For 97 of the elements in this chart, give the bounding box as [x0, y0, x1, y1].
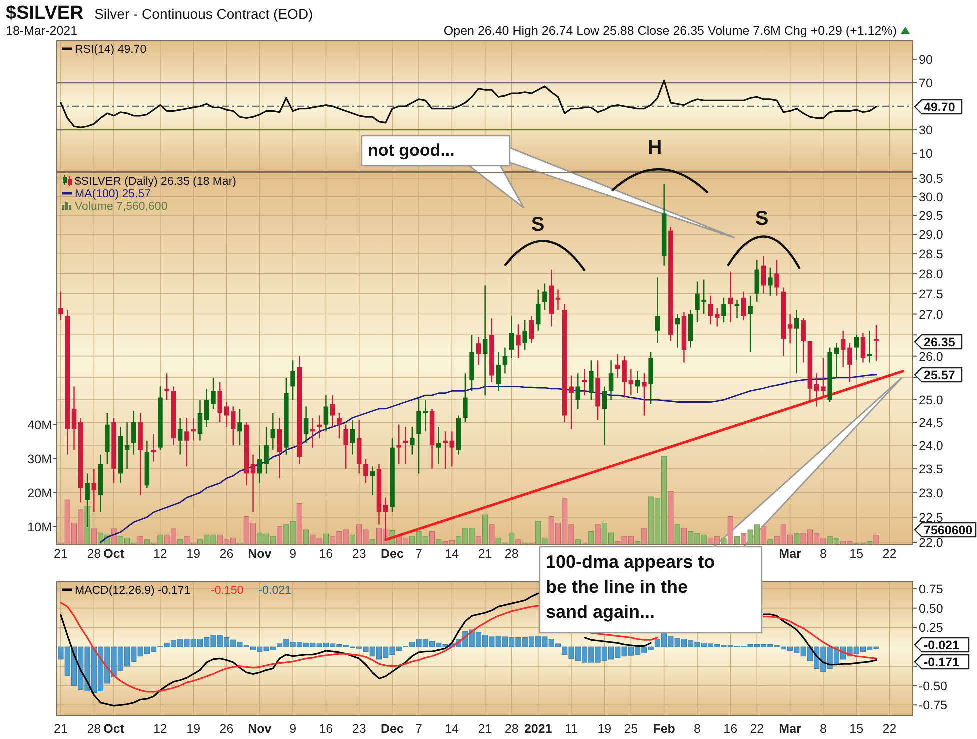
- y-tick-label: -0.50: [919, 679, 948, 694]
- x-tick-label: 14: [445, 547, 460, 561]
- y2-tick-label: 10M: [28, 520, 52, 534]
- x-tick-label: Mar: [779, 722, 802, 736]
- y-tick-label: 24.5: [919, 416, 944, 430]
- x-tick-label: 22: [882, 547, 897, 561]
- y-tick-label: 22.0: [919, 536, 944, 550]
- text: Open 26.40 High 26.74 Low 25.88 Close 26.35 Volume 7.6M Chg +0.29 (+1.12%): [444, 24, 897, 38]
- x-tick-label: 7: [416, 547, 423, 561]
- y-tick-label: 0.75: [919, 582, 944, 596]
- y-tick-label: 28.5: [919, 248, 944, 262]
- y-tick-label: 24.0: [919, 439, 944, 454]
- y-tick-label: 22.5: [919, 510, 944, 525]
- x-tick-label: 16: [319, 722, 334, 736]
- y-tick-label: 23.0: [919, 486, 944, 500]
- y-tick-label: 29.5: [919, 209, 944, 224]
- text: -0.150: [211, 585, 244, 597]
- x-tick-label: 26: [220, 547, 234, 561]
- legend-label: MACD(12,26,9) -0.171: [75, 585, 191, 597]
- x-tick-label: 15: [850, 722, 864, 736]
- x-tick-label: Oct: [104, 722, 126, 736]
- y-tick-label: 70: [919, 76, 933, 90]
- text: 7560600: [924, 524, 973, 538]
- x-tick-label: 21: [478, 547, 492, 561]
- text: Volume 7,560,600: [75, 201, 168, 213]
- y2-tick-label: 30M: [28, 452, 52, 466]
- x-tick-label: Dec: [381, 547, 404, 561]
- annotation: 100-dma appears to be the line in the sand again...: [546, 552, 716, 622]
- x-tick-label: 19: [186, 722, 201, 736]
- y-tick-label: 27.0: [919, 308, 944, 322]
- x-tick-label: Nov: [248, 722, 272, 736]
- chart-title: $SILVER: [6, 3, 84, 24]
- x-tick-label: 25: [624, 722, 638, 736]
- x-tick-label: Dec: [381, 722, 404, 736]
- text: 26.35: [924, 336, 956, 350]
- x-tick-label: 12: [153, 547, 168, 561]
- x-tick-label: Oct: [104, 547, 126, 561]
- text: 49.70: [924, 100, 956, 114]
- x-tick-label: 19: [598, 722, 612, 736]
- x-tick-label: 16: [724, 722, 738, 736]
- y-tick-label: 23.5: [919, 462, 944, 476]
- x-tick-label: 21: [54, 722, 68, 736]
- text: -0.171: [924, 656, 960, 670]
- y2-tick-label: 20M: [28, 486, 52, 500]
- x-tick-label: Mar: [779, 547, 802, 561]
- x-tick-label: 28: [87, 722, 102, 736]
- x-tick-label: 12: [153, 722, 168, 736]
- y-tick-label: 10: [919, 147, 933, 162]
- y-tick-label: 0.50: [919, 602, 944, 616]
- y-tick-label: 30.5: [919, 172, 944, 186]
- y-tick-label: 26.0: [919, 350, 944, 364]
- x-tick-label: 28: [87, 547, 102, 561]
- x-tick-label: 2021: [524, 722, 552, 736]
- x-tick-label: 8: [694, 722, 702, 736]
- y-tick-label: 27.5: [919, 287, 944, 302]
- annotation: H: [648, 137, 662, 159]
- x-tick-label: 11: [565, 722, 578, 736]
- annotation: S: [531, 214, 545, 236]
- x-tick-label: Feb: [653, 722, 676, 736]
- x-tick-label: 9: [290, 547, 297, 561]
- annotation: not good...: [368, 141, 455, 160]
- y-tick-label: 30: [919, 124, 933, 138]
- y-tick-label: 25.0: [919, 394, 944, 408]
- x-tick-label: 15: [850, 547, 864, 561]
- x-tick-label: 28: [504, 547, 519, 561]
- y-tick-label: 29.0: [919, 228, 944, 242]
- x-tick-label: 8: [820, 722, 827, 736]
- y2-tick-label: 40M: [28, 418, 52, 432]
- x-tick-label: 28: [504, 722, 519, 736]
- x-tick-label: 23: [352, 547, 366, 561]
- x-tick-label: 9: [290, 722, 297, 736]
- text: -0.021: [924, 638, 960, 652]
- x-tick-label: 23: [352, 722, 366, 736]
- x-tick-label: 22: [882, 722, 897, 736]
- y-tick-label: 0.25: [919, 621, 944, 636]
- x-tick-label: Nov: [248, 547, 272, 561]
- text: 25.57: [924, 368, 956, 382]
- x-tick-label: 21: [478, 722, 492, 736]
- x-tick-label: 7: [416, 722, 423, 736]
- chart-subtitle: Silver - Continuous Contract (EOD): [94, 6, 314, 22]
- x-tick-label: 19: [186, 547, 201, 561]
- x-tick-label: 26: [220, 722, 234, 736]
- y-tick-label: 90: [919, 52, 933, 67]
- legend-label: RSI(14) 49.70: [75, 44, 147, 56]
- x-tick-label: 14: [445, 722, 460, 736]
- annotation: S: [755, 208, 769, 230]
- x-tick-label: 21: [54, 547, 68, 561]
- y-tick-label: 30.0: [919, 190, 944, 204]
- legend-label: $SILVER (Daily) 26.35 (18 Mar): [75, 176, 237, 188]
- x-tick-label: 16: [319, 547, 334, 561]
- y-tick-label: -0.75: [919, 698, 948, 713]
- text: -0.021: [258, 585, 292, 597]
- y-tick-label: 28.0: [919, 267, 944, 282]
- x-tick-label: 22: [750, 722, 764, 736]
- legend-label: MA(100) 25.57: [75, 188, 152, 200]
- x-tick-label: 8: [820, 547, 827, 561]
- text: 18-Mar-2021: [6, 24, 78, 38]
